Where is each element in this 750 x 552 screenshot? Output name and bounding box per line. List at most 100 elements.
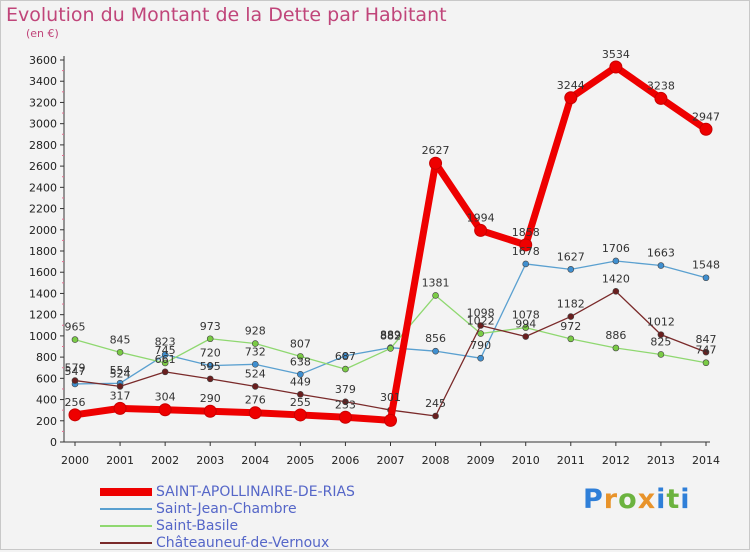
data-label: 579 (65, 362, 86, 375)
data-point (251, 361, 259, 368)
data-point (564, 91, 578, 105)
data-label: 747 (696, 344, 717, 357)
data-point (384, 413, 397, 427)
legend-item: Saint-Basile (100, 518, 460, 535)
x-tick-label: 2011 (557, 454, 585, 467)
data-label: 661 (155, 353, 176, 366)
data-point (432, 292, 439, 299)
data-point (206, 375, 214, 383)
data-point (657, 351, 665, 358)
data-point (699, 122, 713, 136)
data-label: 449 (290, 375, 311, 388)
y-tick-label: 1800 (29, 245, 57, 258)
legend-label: Châteauneuf-de-Vernoux (156, 535, 330, 551)
x-tick-label: 2006 (331, 454, 359, 467)
x-tick-label: 2012 (602, 454, 630, 467)
data-label: 524 (245, 367, 266, 380)
y-tick-label: 1200 (29, 309, 57, 322)
legend-item: SAINT-APOLLINAIRE-DE-RIAS (100, 484, 460, 501)
brand-letter: P (583, 484, 604, 515)
y-tick-label: 1600 (29, 266, 57, 279)
data-point (251, 383, 259, 390)
data-label: 255 (290, 396, 311, 409)
x-tick-label: 2000 (61, 454, 89, 467)
data-point (342, 365, 349, 373)
data-point (609, 60, 623, 74)
brand-letter: o (618, 484, 638, 515)
data-label: 2947 (692, 110, 720, 123)
data-label: 245 (425, 397, 446, 410)
data-point (251, 340, 259, 347)
data-label: 882 (380, 329, 401, 342)
data-label: 973 (200, 320, 221, 333)
x-tick-label: 2007 (377, 454, 405, 467)
data-label: 845 (110, 333, 131, 346)
y-tick-label: 3000 (29, 118, 57, 131)
legend: SAINT-APOLLINAIRE-DE-RIAS Saint-Jean-Cham… (100, 484, 460, 552)
y-tick-label: 600 (36, 372, 57, 385)
data-label: 233 (335, 398, 356, 411)
data-point (342, 398, 349, 406)
data-point (342, 352, 349, 360)
y-tick-label: 800 (36, 351, 57, 364)
data-point (248, 406, 262, 420)
data-label: 554 (110, 364, 131, 377)
data-label: 790 (470, 339, 491, 352)
data-label: 256 (65, 396, 86, 409)
data-point (429, 156, 443, 170)
data-label: 847 (696, 333, 717, 346)
x-tick-label: 2014 (692, 454, 720, 467)
data-label: 301 (380, 391, 401, 404)
y-tick-label: 1000 (29, 330, 57, 343)
data-point (206, 335, 214, 343)
brand-letter: i (656, 484, 667, 515)
data-point (567, 335, 575, 343)
data-label: 1663 (647, 247, 675, 260)
data-label: 1678 (512, 245, 540, 258)
data-label: 2627 (422, 144, 450, 157)
y-tick-label: 2800 (29, 139, 57, 152)
data-point (387, 345, 394, 352)
x-tick-label: 2001 (106, 454, 134, 467)
data-label: 379 (335, 383, 356, 396)
data-label: 1022 (467, 315, 495, 328)
data-point (203, 404, 217, 418)
proxiti-logo: Proxiti (583, 484, 691, 515)
data-label: 1012 (647, 316, 675, 329)
data-point (297, 371, 304, 378)
x-tick-label: 2005 (286, 454, 314, 467)
x-tick-label: 2013 (647, 454, 675, 467)
y-unit-label: (en €) (26, 27, 59, 40)
data-label: 745 (155, 344, 176, 357)
data-point (612, 288, 620, 295)
data-label: 317 (110, 389, 131, 402)
y-tick-label: 3600 (29, 54, 57, 67)
data-point (702, 348, 710, 356)
data-label: 889 (380, 329, 401, 342)
data-point (567, 313, 575, 320)
data-point (113, 401, 127, 415)
y-tick-label: 1400 (29, 287, 57, 300)
data-point (116, 349, 124, 356)
data-label: 886 (605, 329, 626, 342)
data-point (522, 333, 530, 340)
data-point (567, 266, 575, 273)
data-point (474, 223, 488, 237)
data-label: 687 (335, 350, 356, 363)
data-label: 928 (245, 325, 266, 338)
x-tick-label: 2004 (241, 454, 269, 467)
data-point (432, 412, 439, 420)
legend-swatch (100, 508, 152, 510)
data-point (71, 336, 79, 343)
data-point (297, 391, 304, 398)
data-label: 1858 (512, 226, 540, 239)
data-label: 720 (200, 347, 221, 360)
brand-letter: x (637, 484, 657, 515)
data-label: 638 (290, 355, 311, 368)
data-label: 304 (155, 391, 176, 404)
data-label: 823 (155, 336, 176, 349)
y-tick-label: 3400 (29, 75, 57, 88)
data-label: 1078 (512, 309, 540, 322)
legend-item: Châteauneuf-de-Vernoux (100, 535, 460, 552)
data-label: 1627 (557, 250, 585, 263)
